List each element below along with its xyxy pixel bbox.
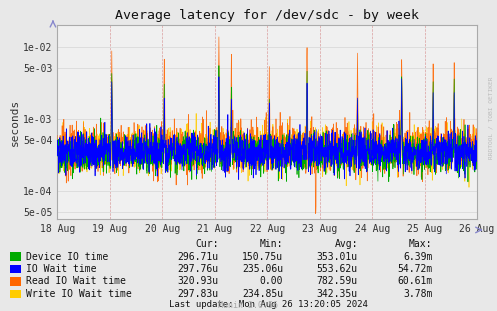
Text: 553.62u: 553.62u [317, 264, 358, 274]
Text: 353.01u: 353.01u [317, 252, 358, 262]
Text: 3.78m: 3.78m [403, 289, 432, 299]
Text: Read IO Wait time: Read IO Wait time [26, 276, 126, 286]
Text: 782.59u: 782.59u [317, 276, 358, 286]
Text: 342.35u: 342.35u [317, 289, 358, 299]
Text: 297.83u: 297.83u [177, 289, 219, 299]
Text: 320.93u: 320.93u [177, 276, 219, 286]
Text: 150.75u: 150.75u [242, 252, 283, 262]
Text: IO Wait time: IO Wait time [26, 264, 96, 274]
Text: 60.61m: 60.61m [397, 276, 432, 286]
Text: Device IO time: Device IO time [26, 252, 108, 262]
Text: Min:: Min: [260, 239, 283, 249]
Text: 0.00: 0.00 [260, 276, 283, 286]
Text: RRDTOOL / TOBI OETIKER: RRDTOOL / TOBI OETIKER [489, 77, 494, 160]
Text: 54.72m: 54.72m [397, 264, 432, 274]
Text: Write IO Wait time: Write IO Wait time [26, 289, 132, 299]
Text: 6.39m: 6.39m [403, 252, 432, 262]
Y-axis label: seconds: seconds [10, 99, 20, 146]
Text: Last update: Mon Aug 26 13:20:05 2024: Last update: Mon Aug 26 13:20:05 2024 [169, 300, 368, 309]
Text: 297.76u: 297.76u [177, 264, 219, 274]
Text: Avg:: Avg: [334, 239, 358, 249]
Text: Munin 2.0.56: Munin 2.0.56 [219, 301, 278, 310]
Text: 296.71u: 296.71u [177, 252, 219, 262]
Text: Max:: Max: [409, 239, 432, 249]
Text: Cur:: Cur: [195, 239, 219, 249]
Title: Average latency for /dev/sdc - by week: Average latency for /dev/sdc - by week [115, 9, 419, 22]
Text: 234.85u: 234.85u [242, 289, 283, 299]
Text: 235.06u: 235.06u [242, 264, 283, 274]
